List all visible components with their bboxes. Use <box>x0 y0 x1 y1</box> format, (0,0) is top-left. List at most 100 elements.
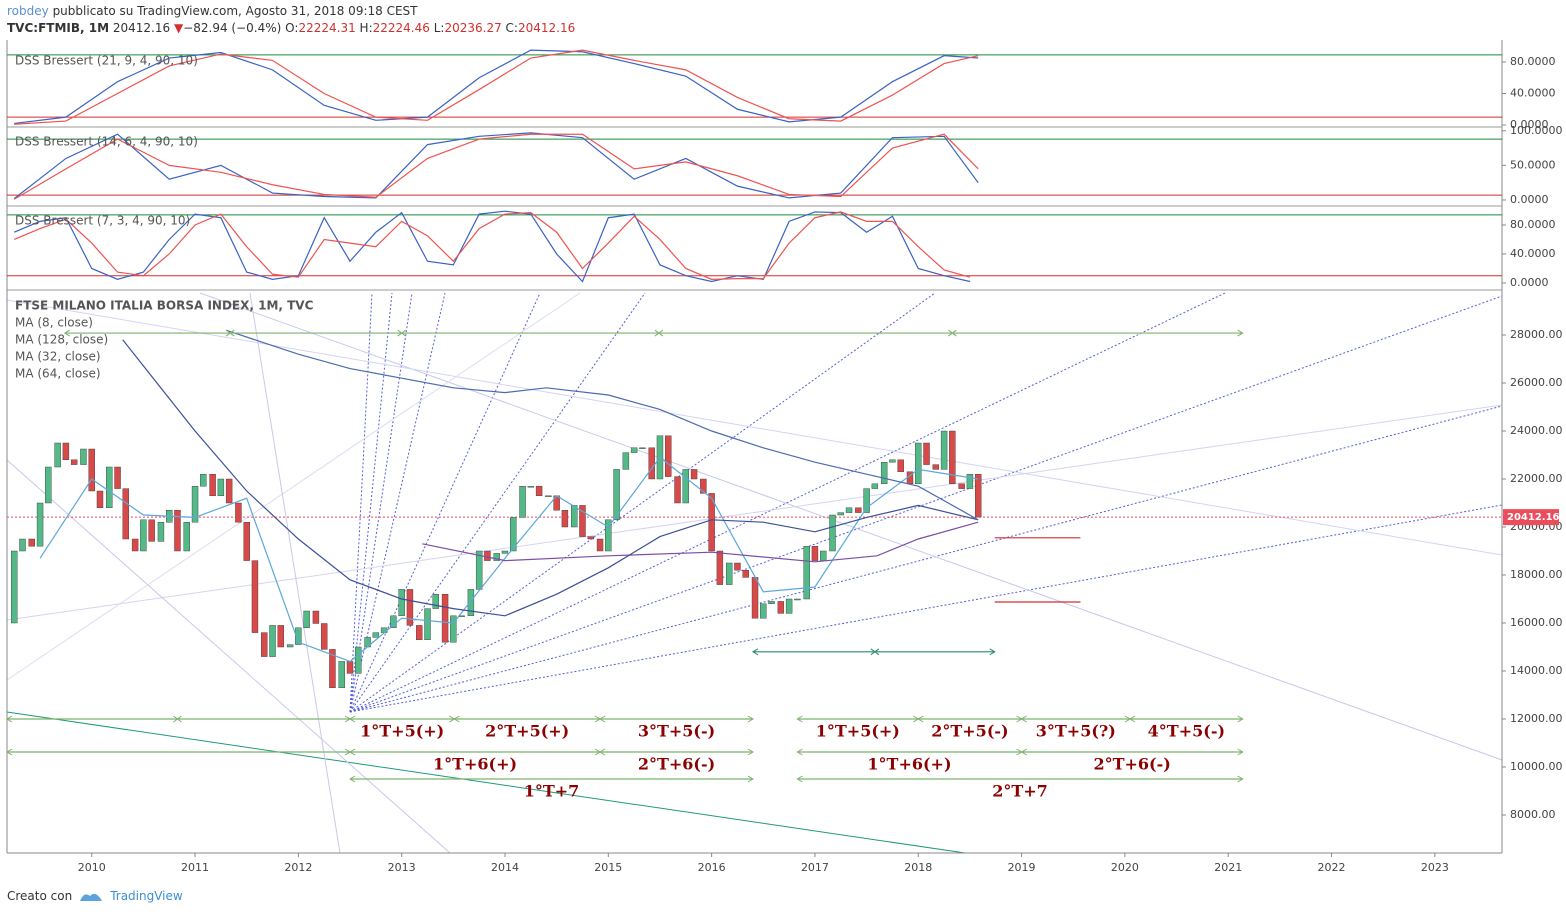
arrow-head <box>989 648 996 656</box>
moving-average <box>122 339 979 617</box>
candle <box>639 447 646 450</box>
candle <box>708 493 715 552</box>
created: Creato con <box>7 889 73 903</box>
candle <box>690 469 698 480</box>
arrow-head <box>599 748 606 756</box>
candle <box>320 623 328 650</box>
arrow: ▼ <box>173 21 184 35</box>
x-tick-label: 2017 <box>801 861 829 874</box>
x-tick-label: 2015 <box>594 861 622 874</box>
candle <box>648 447 655 480</box>
arrow-head <box>747 748 754 756</box>
candle <box>674 476 681 504</box>
candle <box>777 601 785 614</box>
cycle-label: 1°T+7 <box>524 782 580 801</box>
candle <box>501 550 509 554</box>
cycle-tick <box>400 329 406 337</box>
candle <box>131 538 139 552</box>
cycle-label: 1°T+5(+) <box>360 722 444 741</box>
candle <box>889 459 896 463</box>
candle <box>312 610 320 624</box>
dss-line <box>14 49 979 125</box>
x-tick-label: 2012 <box>284 861 312 874</box>
candle <box>174 510 181 552</box>
candle <box>225 478 233 504</box>
candle <box>475 550 483 590</box>
y-tick-label: 12000.00 <box>1510 712 1563 725</box>
candle <box>829 514 836 552</box>
cycle-tick <box>951 329 957 337</box>
arrow-head <box>1237 715 1244 723</box>
cycle-tick <box>229 329 235 337</box>
candle <box>269 625 276 657</box>
candle <box>19 538 26 552</box>
y-tick-label: 40.0000 <box>1510 87 1556 100</box>
y-tick-label: 80.0000 <box>1510 55 1556 68</box>
candle <box>62 442 70 461</box>
y-tick-label: 0.0000 <box>1510 276 1549 289</box>
y-tick-label: 100.0000 <box>1510 124 1563 137</box>
cycle-tick <box>176 715 182 723</box>
candle <box>209 474 216 497</box>
candle <box>855 507 862 513</box>
arrow-head <box>1237 748 1244 756</box>
ohlc-label: C: <box>505 21 518 35</box>
x-tick-label: 2020 <box>1111 861 1139 874</box>
arrow-head <box>796 775 803 783</box>
candle <box>96 490 104 509</box>
candle <box>863 488 870 513</box>
candle <box>768 601 775 605</box>
dss-line <box>13 133 979 200</box>
arrow-head <box>349 775 356 783</box>
footer: Creato con TradingView <box>7 889 183 903</box>
candle <box>760 603 767 619</box>
x-tick-label: 2016 <box>698 861 726 874</box>
candle <box>36 502 44 547</box>
fan-line <box>349 504 1503 713</box>
x-tick-label: 2022 <box>1318 861 1346 874</box>
user[interactable]: robdey <box>7 4 49 18</box>
candle <box>716 550 724 585</box>
arrow-head <box>7 748 13 756</box>
legend-entry: MA (64, close) <box>15 367 101 381</box>
trend-line <box>249 292 341 854</box>
arrow-head <box>63 329 71 337</box>
candle <box>346 661 354 674</box>
candle <box>493 553 500 561</box>
fan-line <box>349 292 646 713</box>
arrow-head <box>796 715 803 723</box>
price: 20412.16 <box>112 21 171 35</box>
candle <box>329 649 336 689</box>
trend-line <box>6 711 966 854</box>
candle <box>630 447 638 453</box>
ohlc: O:22224.31 H:22224.46 L:20236.27 C:20412… <box>285 21 575 35</box>
candle <box>243 522 250 561</box>
candle <box>148 519 155 542</box>
panel-title: DSS Bressert (7, 3, 4, 90, 10) <box>15 214 190 228</box>
trend-lines <box>6 292 1503 854</box>
y-tick-label: 28000.00 <box>1510 328 1563 341</box>
y-tick-label: 24000.00 <box>1510 424 1563 437</box>
x-tick-label: 2019 <box>1008 861 1036 874</box>
candle <box>974 474 982 518</box>
trend-line <box>6 459 451 854</box>
candle <box>880 462 888 485</box>
x-tick-label: 2011 <box>181 861 209 874</box>
dss-line <box>13 211 971 280</box>
arrow-head <box>1020 715 1027 723</box>
candle <box>191 486 199 523</box>
candle <box>725 562 733 585</box>
candle <box>217 478 225 497</box>
candle <box>45 466 52 504</box>
cycle-label: 2°T+5(+) <box>485 722 569 741</box>
candle <box>372 632 380 638</box>
panel: 1°T+5(+) 2°T+5(+) 3°T+5(-) 1°T+5(+) 2°T+5(-)… <box>7 329 1502 801</box>
cycle-label: 1°T+6(+) <box>867 755 951 774</box>
arrow-head <box>747 715 754 723</box>
brand[interactable]: TradingView <box>110 889 183 903</box>
candle <box>157 522 165 542</box>
arrow-head <box>349 715 356 723</box>
trend-line <box>6 292 581 681</box>
cycle-label: 3°T+5(?) <box>1036 722 1116 741</box>
